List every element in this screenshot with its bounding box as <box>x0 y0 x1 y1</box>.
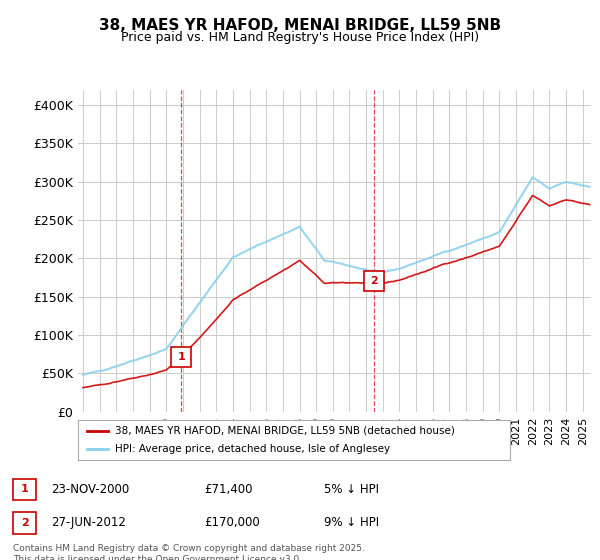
Text: 1: 1 <box>21 484 28 494</box>
Text: 23-NOV-2000: 23-NOV-2000 <box>51 483 129 496</box>
Text: 1: 1 <box>178 352 185 362</box>
FancyBboxPatch shape <box>13 479 36 500</box>
Text: 38, MAES YR HAFOD, MENAI BRIDGE, LL59 5NB: 38, MAES YR HAFOD, MENAI BRIDGE, LL59 5N… <box>99 18 501 33</box>
Text: £170,000: £170,000 <box>204 516 260 529</box>
Text: HPI: Average price, detached house, Isle of Anglesey: HPI: Average price, detached house, Isle… <box>115 445 390 454</box>
Text: 27-JUN-2012: 27-JUN-2012 <box>51 516 126 529</box>
Text: 5% ↓ HPI: 5% ↓ HPI <box>324 483 379 496</box>
Text: 9% ↓ HPI: 9% ↓ HPI <box>324 516 379 529</box>
Text: 2: 2 <box>371 276 379 286</box>
Text: Price paid vs. HM Land Registry's House Price Index (HPI): Price paid vs. HM Land Registry's House … <box>121 31 479 44</box>
Text: 2: 2 <box>21 518 28 528</box>
Text: £71,400: £71,400 <box>204 483 253 496</box>
Text: 38, MAES YR HAFOD, MENAI BRIDGE, LL59 5NB (detached house): 38, MAES YR HAFOD, MENAI BRIDGE, LL59 5N… <box>115 426 455 436</box>
Text: Contains HM Land Registry data © Crown copyright and database right 2025.
This d: Contains HM Land Registry data © Crown c… <box>13 544 365 560</box>
FancyBboxPatch shape <box>13 512 36 534</box>
